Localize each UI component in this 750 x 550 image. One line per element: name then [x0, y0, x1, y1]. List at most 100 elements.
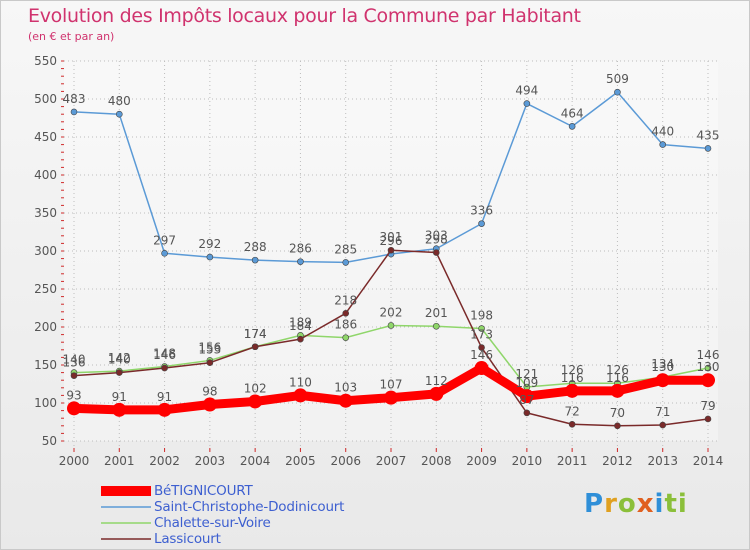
data-point [67, 401, 81, 416]
x-tick-label: 2002 [149, 454, 180, 468]
data-point [432, 322, 440, 330]
y-tick-label: 250 [34, 282, 57, 296]
x-tick-label: 2008 [421, 454, 452, 468]
legend-item-chalette: Chalette-sur-Voire [101, 515, 344, 531]
data-label: 509 [606, 72, 629, 86]
data-point [568, 420, 576, 428]
data-label: 72 [565, 404, 580, 418]
data-label: 126 [606, 363, 629, 377]
y-tick-label: 450 [34, 130, 57, 144]
data-point [519, 389, 534, 404]
data-label: 156 [198, 340, 221, 354]
data-label: 440 [651, 125, 674, 139]
legend-item-saint-christophe: Saint-Christophe-Dodinicourt [101, 499, 344, 515]
logo-letter: o [617, 489, 637, 519]
data-label: 116 [561, 371, 584, 385]
data-point [387, 246, 395, 254]
data-label: 136 [63, 356, 86, 370]
x-tick-label: 2010 [512, 454, 543, 468]
data-point [523, 409, 531, 417]
data-label: 91 [112, 390, 127, 404]
logo-letter: r [604, 489, 618, 519]
data-point [478, 325, 485, 332]
data-point [338, 393, 353, 408]
data-label: 146 [153, 348, 176, 362]
y-tick-label: 550 [34, 54, 57, 68]
y-tick-label: 400 [34, 168, 57, 182]
x-tick-label: 2006 [330, 454, 361, 468]
data-point [206, 253, 214, 261]
data-point [565, 383, 580, 398]
data-point [115, 369, 123, 376]
data-label: 292 [198, 237, 221, 251]
data-label: 102 [244, 381, 267, 395]
data-point [659, 421, 667, 429]
data-point [384, 390, 398, 405]
data-label: 98 [202, 385, 217, 399]
data-label: 285 [334, 242, 357, 256]
data-label: 288 [244, 240, 267, 254]
x-tick-label: 2005 [285, 454, 316, 468]
y-tick-label: 300 [34, 244, 57, 258]
y-tick-label: 500 [34, 92, 57, 106]
data-label: 336 [470, 204, 493, 218]
data-point [248, 394, 263, 409]
chart-title: Evolution des Impôts locaux pour la Comm… [28, 5, 581, 27]
data-point [704, 364, 712, 372]
legend: BéTIGNICOURT Saint-Christophe-Dodinicour… [101, 483, 344, 547]
data-label: 121 [515, 367, 538, 381]
x-tick-label: 2001 [104, 454, 135, 468]
legend-swatch-lassicourt [101, 538, 151, 540]
data-label: 184 [289, 319, 312, 333]
chart-subtitle: (en € et par an) [28, 30, 115, 43]
data-label: 435 [697, 128, 720, 142]
data-point [614, 422, 621, 430]
y-tick-label: 150 [34, 358, 57, 372]
data-label: 189 [289, 315, 312, 329]
data-label: 70 [610, 406, 625, 420]
data-point [70, 372, 78, 379]
x-tick-label: 2004 [240, 454, 271, 468]
data-point [432, 249, 440, 256]
legend-label-saint-christophe: Saint-Christophe-Dodinicourt [154, 499, 345, 515]
x-tick-label: 2007 [376, 454, 407, 468]
data-label: 202 [380, 305, 403, 319]
data-label: 297 [153, 233, 176, 247]
y-tick-label: 50 [42, 434, 57, 448]
data-label: 464 [561, 106, 584, 120]
data-label: 130 [697, 360, 720, 374]
data-label: 110 [289, 375, 312, 389]
data-point [70, 108, 78, 116]
data-label: 494 [515, 84, 538, 98]
legend-label-chalette: Chalette-sur-Voire [154, 515, 271, 531]
data-label: 198 [470, 309, 493, 323]
legend-swatch-betignicourt [101, 486, 151, 496]
x-tick-label: 2013 [647, 454, 678, 468]
data-label: 173 [470, 328, 493, 342]
legend-label-betignicourt: BéTIGNICOURT [154, 483, 253, 499]
data-point [115, 110, 123, 118]
data-point [342, 334, 350, 341]
data-label: 480 [108, 94, 131, 108]
data-point [478, 344, 485, 351]
data-label: 153 [198, 343, 221, 357]
x-tick-label: 2003 [195, 454, 226, 468]
data-point [342, 310, 350, 317]
data-label: 134 [651, 357, 674, 371]
x-tick-label: 2011 [557, 454, 588, 468]
data-label: 186 [334, 318, 357, 332]
data-label: 93 [66, 388, 81, 402]
data-label: 103 [334, 381, 357, 395]
data-point [659, 141, 667, 148]
data-label: 303 [425, 229, 448, 243]
data-label: 140 [63, 353, 86, 367]
data-point [251, 256, 259, 264]
data-label: 146 [470, 348, 493, 362]
data-label: 174 [244, 327, 267, 341]
data-label: 71 [655, 405, 670, 419]
data-label: 140 [108, 353, 131, 367]
data-point [478, 220, 485, 227]
x-tick-label: 2012 [602, 454, 633, 468]
data-label: 142 [108, 351, 131, 365]
